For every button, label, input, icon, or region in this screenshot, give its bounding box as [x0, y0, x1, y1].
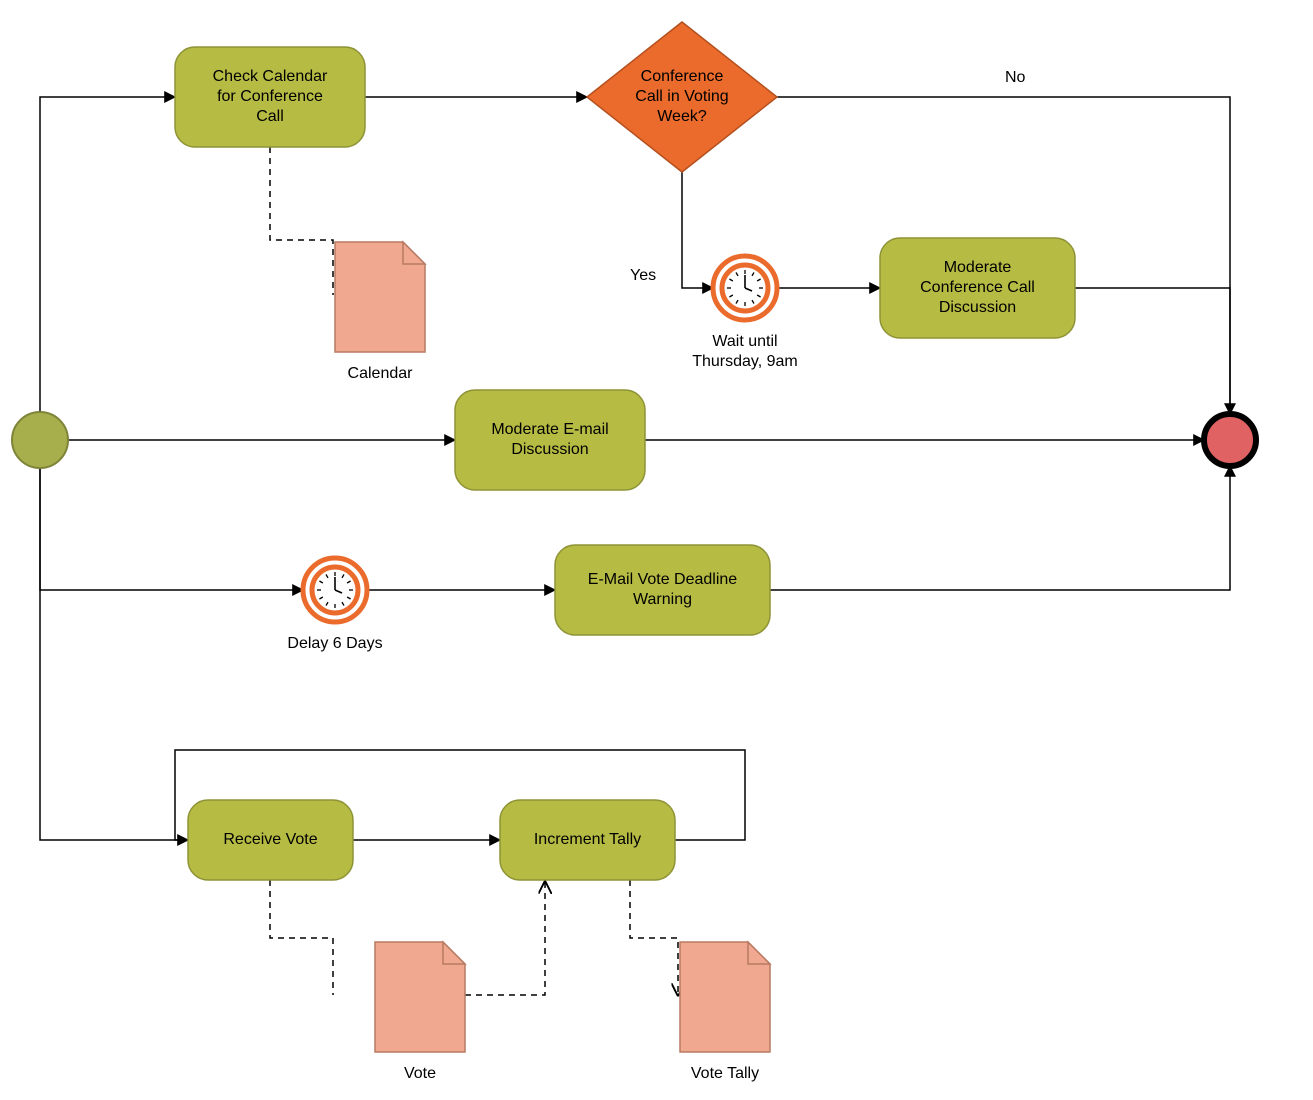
doc-vote: Vote: [375, 942, 465, 1082]
end: [1204, 414, 1256, 466]
start: [12, 412, 68, 468]
svg-text:Conference Call: Conference Call: [920, 279, 1035, 296]
svg-text:Wait until: Wait until: [712, 333, 777, 350]
doc-calendar: Calendar: [335, 242, 425, 382]
doc-tally: Vote Tally: [680, 942, 770, 1082]
mod-conf: Moderate Conference Call Discussion: [880, 238, 1075, 338]
check-cal: Check Calendar for Conference Call: [175, 47, 365, 147]
svg-text:Conference: Conference: [641, 68, 724, 85]
svg-text:Thursday, 9am: Thursday, 9am: [692, 353, 798, 370]
edge-label: Yes: [630, 267, 656, 284]
svg-text:Vote Tally: Vote Tally: [691, 1065, 759, 1082]
svg-text:Moderate E-mail: Moderate E-mail: [491, 421, 608, 438]
svg-text:Check Calendar: Check Calendar: [213, 68, 328, 85]
mod-email: Moderate E-mail Discussion: [455, 390, 645, 490]
svg-text:for Conference: for Conference: [217, 88, 323, 105]
svg-text:E-Mail Vote Deadline: E-Mail Vote Deadline: [588, 571, 738, 588]
svg-text:Calendar: Calendar: [348, 365, 414, 382]
svg-text:Warning: Warning: [633, 591, 692, 608]
svg-text:Moderate: Moderate: [944, 259, 1012, 276]
svg-text:Increment Tally: Increment Tally: [534, 831, 641, 848]
svg-text:Call in Voting: Call in Voting: [635, 88, 728, 105]
timer-wait: Wait until Thursday, 9am: [692, 256, 798, 370]
email-warn: E-Mail Vote Deadline Warning: [555, 545, 770, 635]
svg-text:Discussion: Discussion: [511, 441, 588, 458]
svg-text:Delay 6 Days: Delay 6 Days: [287, 635, 382, 652]
edge-label: No: [1005, 69, 1026, 86]
svg-text:Week?: Week?: [657, 108, 707, 125]
incr-tally: Increment Tally: [500, 800, 675, 880]
receive-vote: Receive Vote: [188, 800, 353, 880]
svg-text:Vote: Vote: [404, 1065, 436, 1082]
timer-delay: Delay 6 Days: [287, 558, 382, 652]
gateway: Conference Call in Voting Week?: [587, 22, 777, 172]
svg-text:Call: Call: [256, 108, 284, 125]
svg-text:Discussion: Discussion: [939, 299, 1016, 316]
svg-text:Receive Vote: Receive Vote: [223, 831, 317, 848]
